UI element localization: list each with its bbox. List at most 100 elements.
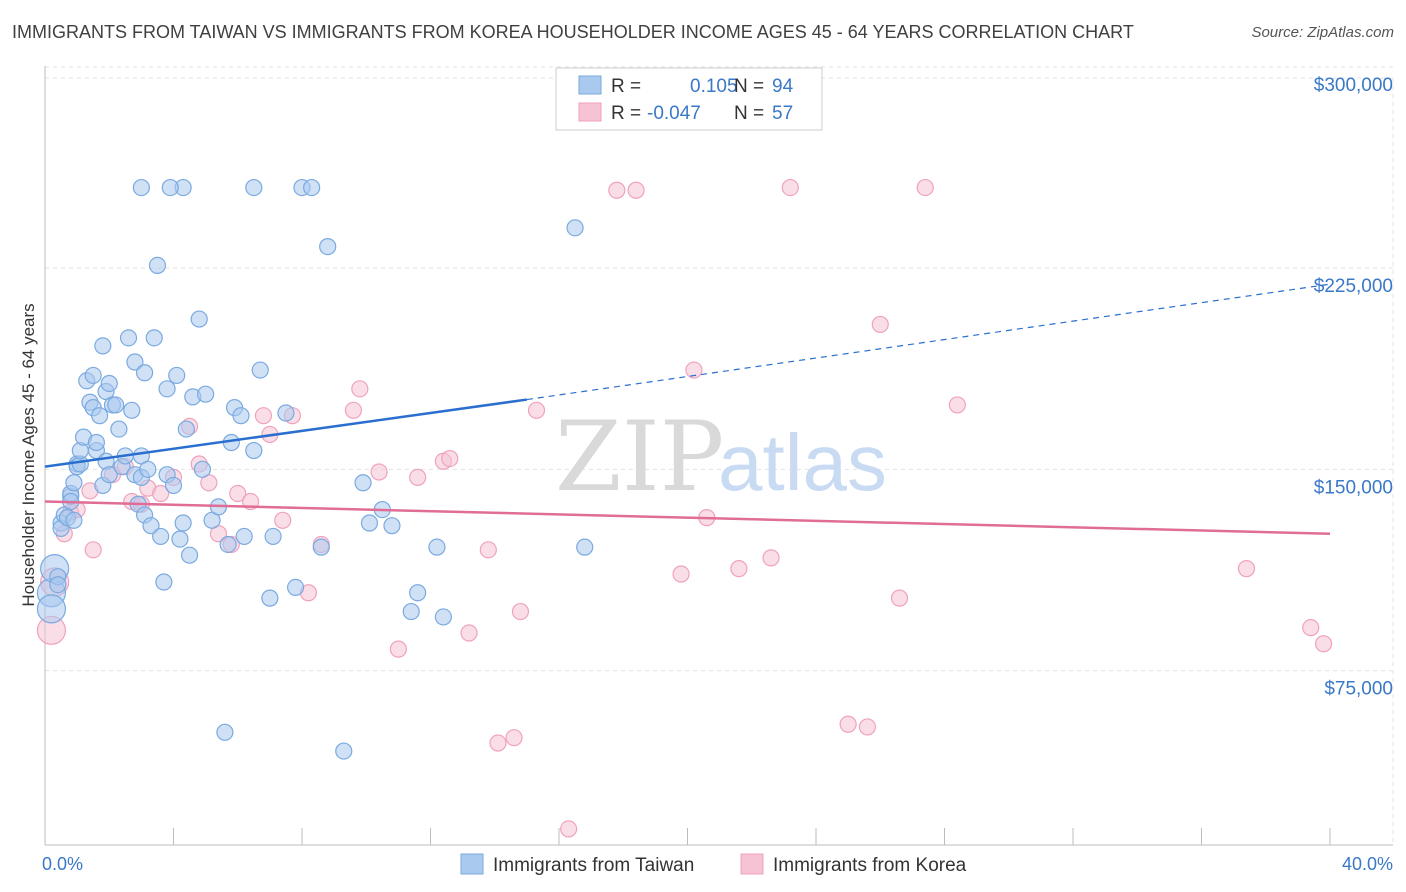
data-point-korea [344,401,362,419]
axes [44,66,1393,846]
data-point-korea [948,396,966,414]
data-point-taiwan [94,337,112,355]
data-point-taiwan [428,538,446,556]
data-point-taiwan [155,573,173,591]
data-point-taiwan [100,374,118,393]
data-point-korea [1302,619,1320,637]
chart-title: IMMIGRANTS FROM TAIWAN VS IMMIGRANTS FRO… [12,22,1134,42]
data-point-taiwan [219,535,237,554]
stats-swatch-taiwan [578,75,602,95]
data-point-taiwan [139,460,157,478]
stats-n-value-taiwan: 94 [772,76,794,97]
stats-r-value-korea: -0.047 [647,103,701,124]
data-point-taiwan [383,517,401,535]
data-point-taiwan [110,420,128,438]
data-point-taiwan [132,178,150,197]
data-point-korea [370,463,388,481]
data-point-taiwan [216,723,234,741]
stats-r-label-korea: R = [611,103,641,124]
data-points [36,178,1333,838]
data-point-taiwan [232,407,250,425]
data-point-taiwan [49,576,67,594]
trend-line-korea [44,500,1331,535]
data-point-taiwan [158,380,176,398]
data-point-taiwan [193,460,212,478]
data-point-taiwan [145,329,163,347]
legend: Immigrants from Taiwan Immigrants from K… [460,853,967,876]
data-point-korea [858,718,877,736]
data-point-taiwan [235,527,253,546]
data-point-taiwan [566,219,584,237]
data-point-taiwan [360,514,379,532]
data-point-taiwan [171,530,189,548]
data-point-taiwan [84,366,102,385]
y-tick-labels: $300,000 $225,000 $150,000 $75,000 [1314,75,1393,700]
data-point-taiwan [119,329,138,347]
stats-n-label-korea: N = [734,103,764,124]
data-point-korea [152,484,170,503]
legend-label-korea: Immigrants from Korea [773,855,967,876]
stats-r-label-taiwan: R = [611,76,641,97]
data-point-korea [489,734,507,752]
data-point-korea [890,589,909,607]
data-point-taiwan [168,366,186,385]
data-point-korea [1237,560,1256,578]
legend-swatch-korea [740,853,764,875]
data-point-taiwan [123,401,141,419]
data-point-taiwan [303,178,321,197]
data-point-taiwan [107,396,125,414]
data-point-taiwan [264,527,282,546]
data-point-taiwan [135,364,154,382]
data-point-taiwan [576,538,594,556]
data-point-taiwan [277,404,295,422]
data-point-korea [84,541,102,559]
data-point-taiwan [251,361,269,379]
watermark: ZIP atlas [555,401,887,513]
y-tick-label: $75,000 [1324,679,1393,700]
x-tick-labels: 0.0% 40.0% [42,854,1393,874]
data-point-taiwan [261,589,279,607]
data-point-taiwan [100,466,118,484]
data-point-taiwan [409,584,427,602]
trend-line-taiwan-extension [526,283,1331,401]
data-point-taiwan [65,511,83,529]
data-point-taiwan [152,527,170,546]
stats-n-label-taiwan: N = [734,76,764,97]
legend-label-taiwan: Immigrants from Taiwan [493,855,694,876]
data-point-korea [389,640,407,658]
data-point-taiwan [312,538,330,556]
data-point-korea [409,468,427,486]
data-point-korea [627,181,645,199]
stats-n-value-korea: 57 [772,103,793,124]
data-point-korea [781,178,799,197]
data-point-taiwan [434,608,452,626]
trend-line-taiwan [44,398,528,468]
y-axis-label: Householder Income Ages 45 - 64 years [19,303,38,606]
data-point-taiwan [142,517,160,535]
data-point-taiwan [177,420,195,438]
data-point-korea [672,565,690,583]
watermark-atlas: atlas [718,418,887,507]
data-point-taiwan [354,474,372,492]
data-point-taiwan [65,474,83,492]
data-point-korea [229,484,247,503]
data-point-korea [608,181,626,199]
data-point-korea [762,549,780,567]
data-point-taiwan [126,353,144,371]
stats-box: R = 0.105 N = 94 R = -0.047 N = 57 [555,67,823,131]
data-point-taiwan [402,602,420,621]
data-point-taiwan [174,514,192,532]
data-point-taiwan [36,594,67,624]
data-point-korea [916,178,934,197]
data-point-taiwan [245,441,263,460]
data-point-korea [730,560,748,578]
x-tick-label: 0.0% [42,854,83,874]
data-point-korea [560,820,578,838]
y-tick-label: $300,000 [1314,75,1393,96]
data-point-korea [254,407,273,425]
data-point-taiwan [180,546,199,564]
y-tick-label: $225,000 [1314,276,1393,297]
data-point-korea [460,624,478,642]
